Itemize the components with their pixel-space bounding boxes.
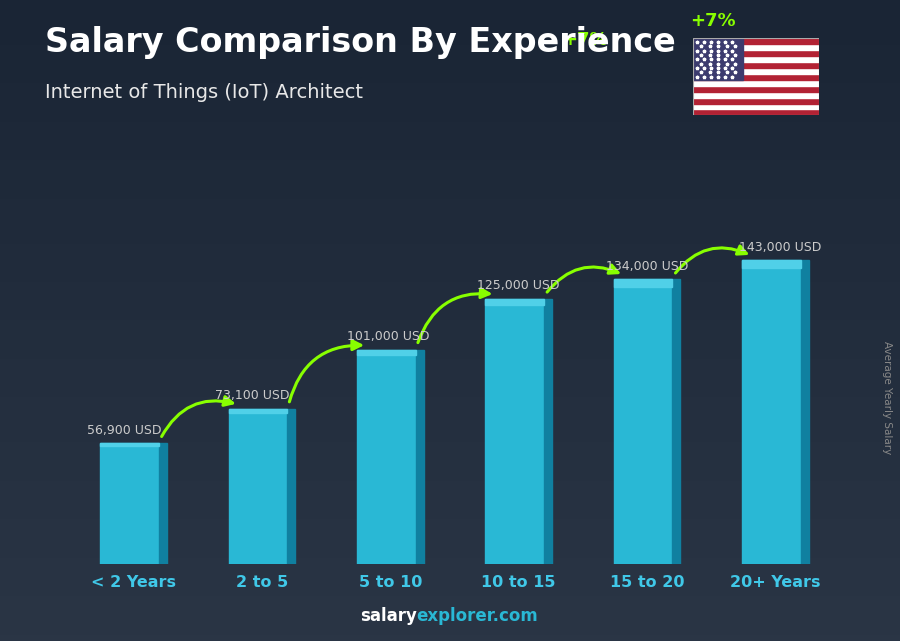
Bar <box>693 74 819 80</box>
Text: Average Yearly Salary: Average Yearly Salary <box>881 341 892 454</box>
Text: 143,000 USD: 143,000 USD <box>739 241 821 254</box>
Bar <box>614 279 672 564</box>
Bar <box>693 80 819 86</box>
Bar <box>693 92 819 97</box>
Text: Internet of Things (IoT) Architect: Internet of Things (IoT) Architect <box>45 83 363 103</box>
Bar <box>672 279 680 564</box>
Bar <box>229 409 287 413</box>
Bar <box>693 104 819 110</box>
Bar <box>693 86 819 92</box>
Text: 125,000 USD: 125,000 USD <box>477 279 560 292</box>
Bar <box>693 97 819 104</box>
Bar <box>801 260 809 564</box>
Text: 56,900 USD: 56,900 USD <box>87 424 161 437</box>
Text: 134,000 USD: 134,000 USD <box>606 260 688 273</box>
Bar <box>742 260 801 268</box>
Text: 73,100 USD: 73,100 USD <box>215 390 290 403</box>
Bar <box>100 443 159 446</box>
Bar <box>693 56 819 62</box>
Bar <box>693 38 743 80</box>
Bar <box>485 299 544 305</box>
Bar <box>742 260 801 564</box>
Bar <box>416 349 424 564</box>
Text: Salary Comparison By Experience: Salary Comparison By Experience <box>45 26 676 58</box>
FancyArrowPatch shape <box>676 246 746 273</box>
Text: +7%: +7% <box>690 12 735 29</box>
Text: +7%: +7% <box>562 31 608 49</box>
Bar <box>287 409 295 564</box>
Text: 101,000 USD: 101,000 USD <box>346 330 429 343</box>
FancyArrowPatch shape <box>290 341 361 402</box>
FancyArrowPatch shape <box>547 265 618 292</box>
Bar <box>357 349 416 355</box>
Bar <box>357 349 416 564</box>
Text: explorer.com: explorer.com <box>417 607 538 625</box>
Bar <box>693 68 819 74</box>
Text: +29%: +29% <box>170 0 229 3</box>
Bar <box>614 279 672 287</box>
Bar <box>100 443 159 564</box>
Bar <box>693 44 819 50</box>
FancyArrowPatch shape <box>418 288 489 343</box>
Text: salary: salary <box>360 607 417 625</box>
Bar <box>693 110 819 115</box>
Bar <box>229 409 287 564</box>
Bar <box>485 299 544 564</box>
Bar <box>693 62 819 68</box>
Bar <box>693 38 819 44</box>
Bar <box>693 50 819 56</box>
FancyArrowPatch shape <box>162 397 232 437</box>
Bar <box>544 299 552 564</box>
Bar <box>159 443 167 564</box>
